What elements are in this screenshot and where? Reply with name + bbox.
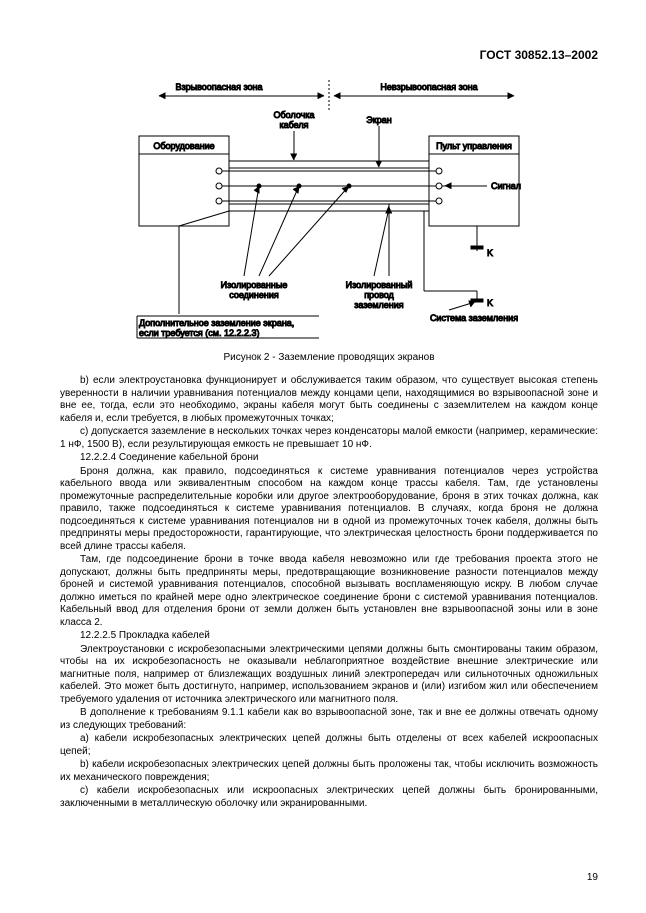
equipment-label: Оборудование [153,141,214,151]
extra-note-2: если требуется (см. 12.2.2.3) [139,328,260,338]
ins-wire-3: заземления [354,300,404,310]
page-number: 19 [587,872,598,883]
para-6: В дополнение к требованиям 9.1.1 кабели … [60,707,598,732]
para-4: Там, где подсоединение брони в точке вво… [60,554,598,629]
para-3: Броня должна, как правило, подсоединятьс… [60,466,598,554]
section-12224: 12.2.2.4 Соединение кабельной брони [60,452,598,465]
signal-label: Сигнал [491,181,521,191]
ins-wire-2: провод [364,290,394,300]
para-8b: b) кабели искробезопасных электрических … [60,759,598,784]
para-b: b) если электроустановка функционирует и… [60,375,598,425]
para-9c: с) кабели искробезопасных или искроопасн… [60,785,598,810]
zone-right-label: Невзрывоопасная зона [380,82,477,92]
document-header: ГОСТ 30852.13–2002 [60,48,598,62]
k1: K [487,248,493,258]
k2: K [487,298,493,308]
shield-label: Экран [366,115,391,125]
sheath-label-2: кабеля [279,120,308,130]
diagram-caption: Рисунок 2 - Заземление проводящих экрано… [60,352,598,363]
body-text: b) если электроустановка функционирует и… [60,375,598,810]
section-12225: 12.2.2.5 Прокладка кабелей [60,630,598,643]
para-7a: а) кабели искробезопасных электрических … [60,733,598,758]
control-panel-label: Пульт управления [436,141,512,151]
extra-note-1: Дополнительное заземление экрана, [139,318,294,328]
insulated-conn-2: соединения [229,290,279,300]
sheath-label-1: Оболочка [274,110,315,120]
grounding-system-label: Система заземления [430,313,518,323]
insulated-conn-1: Изолированные [221,280,288,290]
para-c: с) допускается заземление в нескольких т… [60,426,598,451]
grounding-diagram: Взрывоопасная зона Невзрывоопасная зона … [119,76,539,346]
zone-left-label: Взрывоопасная зона [175,82,262,92]
para-5: Электроустановки с искробезопасными элек… [60,644,598,707]
ins-wire-1: Изолированный [346,280,413,290]
